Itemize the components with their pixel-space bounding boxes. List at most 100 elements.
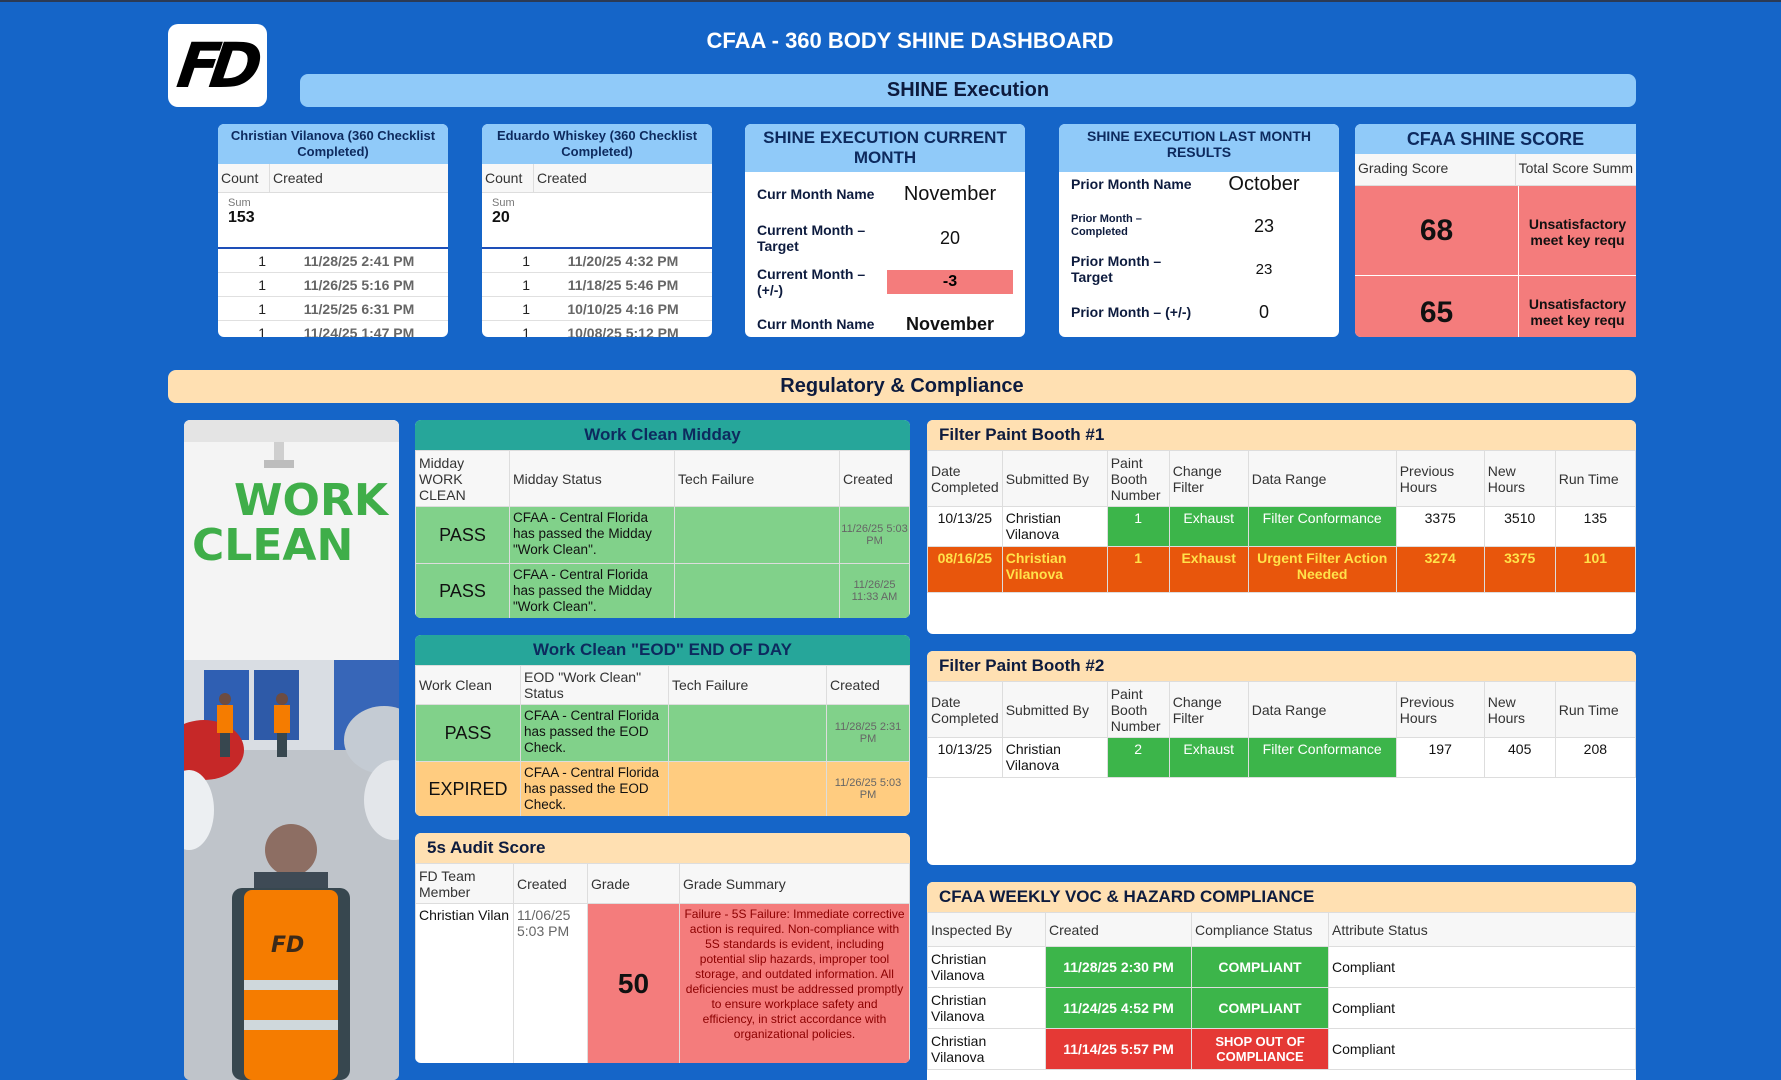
eduardo-checklist-card: Eduardo Whiskey (360 Checklist Completed… — [482, 124, 712, 337]
col-header[interactable]: Previous Hours — [1395, 450, 1485, 507]
kv-key: Prior Month – (+/-) — [1071, 304, 1192, 320]
vest-logo-text: FD — [271, 933, 304, 958]
col-header[interactable]: Date Completed — [927, 681, 1003, 738]
col-header[interactable]: Date Completed — [927, 450, 1003, 507]
eod-table: Work Clean EOD "Work Clean" Status Tech … — [415, 665, 910, 816]
kv-key: Prior Month – Completed — [1071, 213, 1142, 238]
col-header[interactable]: Attribute Status — [1328, 912, 1636, 947]
card-title: CFAA WEEKLY VOC & HAZARD COMPLIANCE — [927, 882, 1636, 912]
kv-row: Current Month – (+/-) -3 — [745, 260, 1025, 304]
table-row[interactable]: 08/16/25 Christian Vilanova 1 Exhaust Ur… — [927, 546, 1636, 593]
status: CFAA - Central Florida has passed the Mi… — [509, 563, 675, 618]
col-header[interactable]: Run Time — [1554, 450, 1636, 507]
kv-key: Current Month – (+/-) — [757, 266, 866, 298]
table-row[interactable]: PASS CFAA - Central Florida has passed t… — [415, 506, 910, 564]
col-header[interactable]: Change Filter — [1168, 681, 1249, 738]
col-header[interactable]: Data Range — [1247, 681, 1397, 738]
table-row[interactable]: 68 Unsatisfactory meet key requ — [1355, 186, 1636, 276]
audit-table: FD Team Member Created Grade Grade Summa… — [415, 863, 910, 1063]
result: PASS — [415, 704, 521, 762]
list-item[interactable]: 1 10/08/25 5:12 PM — [482, 321, 712, 337]
table-header-row: Date Completed Submitted By Paint Booth … — [927, 681, 1636, 738]
col-header[interactable]: New Hours — [1483, 450, 1556, 507]
top-border — [0, 0, 1781, 2]
data-range: Filter Conformance — [1247, 506, 1397, 547]
kv-key: Curr Month Name — [757, 316, 875, 332]
created: 11/26/25 5:03 PM — [839, 506, 910, 564]
table-row[interactable]: Christian Vilanova 11/14/25 5:57 PM SHOP… — [927, 1028, 1636, 1070]
booth-number: 1 — [1106, 506, 1170, 547]
col-header[interactable]: Paint Booth Number — [1106, 681, 1170, 738]
fd-logo: FD — [168, 24, 267, 107]
work-clean-image: WORK CLEAN FD — [184, 420, 399, 1080]
created: 11/20/25 4:32 PM — [567, 253, 679, 269]
col-header[interactable]: Midday Status — [509, 450, 675, 507]
col-count[interactable]: Count — [482, 164, 534, 192]
col-header[interactable]: Change Filter — [1168, 450, 1249, 507]
table-row[interactable]: EXPIRED CFAA - Central Florida has passe… — [415, 761, 910, 816]
list-item[interactable]: 1 11/18/25 5:46 PM — [482, 273, 712, 297]
table-header-row: Midday WORK CLEAN Midday Status Tech Fai… — [415, 450, 910, 507]
run-time: 135 — [1554, 506, 1636, 547]
sum-label: Sum — [228, 197, 251, 209]
col-header[interactable]: Created — [1045, 912, 1192, 947]
table-header-row: Inspected By Created Compliance Status A… — [927, 912, 1636, 947]
col-header[interactable]: New Hours — [1483, 681, 1556, 738]
work-text: WORK — [234, 475, 390, 526]
col-header[interactable]: Submitted By — [1001, 450, 1108, 507]
table-row[interactable]: 10/13/25 Christian Vilanova 1 Exhaust Fi… — [927, 506, 1636, 547]
table-row[interactable]: 10/13/25 Christian Vilanova 2 Exhaust Fi… — [927, 737, 1636, 778]
col-header[interactable]: Inspected By — [927, 912, 1046, 947]
created: 11/26/25 5:16 PM — [303, 277, 415, 293]
inspected-by: Christian Vilanova — [927, 1028, 1046, 1070]
col-header[interactable]: Compliance Status — [1191, 912, 1329, 947]
col-header[interactable]: Tech Failure — [674, 450, 840, 507]
team-member: Christian Vilan — [415, 903, 514, 1063]
change-filter: Exhaust — [1168, 506, 1249, 547]
list-item[interactable]: 1 11/25/25 6:31 PM — [218, 297, 448, 321]
status: CFAA - Central Florida has passed the Mi… — [509, 506, 675, 564]
col-header[interactable]: Run Time — [1554, 681, 1636, 738]
summary-line1: Unsatisfactory — [1528, 296, 1627, 312]
col-total[interactable]: Total Score Summ — [1518, 160, 1633, 176]
table-row[interactable]: Christian Vilanova 11/24/25 4:52 PM COMP… — [927, 987, 1636, 1029]
col-header[interactable]: Grade Summary — [679, 863, 910, 904]
col-header[interactable]: Grade — [587, 863, 680, 904]
list-item[interactable]: 1 10/10/25 4:16 PM — [482, 297, 712, 321]
col-header[interactable]: Created — [826, 665, 910, 705]
col-header[interactable]: Created — [839, 450, 910, 507]
col-header[interactable]: Work Clean — [415, 665, 521, 705]
col-header[interactable]: FD Team Member — [415, 863, 514, 904]
col-header[interactable]: Tech Failure — [668, 665, 827, 705]
table-row[interactable]: 65 Unsatisfactory meet key requ — [1355, 276, 1636, 337]
col-header[interactable]: Created — [513, 863, 588, 904]
list-item[interactable]: 1 11/24/25 1:47 PM — [218, 321, 448, 337]
col-count[interactable]: Count — [218, 164, 270, 192]
col-created[interactable]: Created — [273, 170, 323, 186]
table-row[interactable]: PASS CFAA - Central Florida has passed t… — [415, 704, 910, 762]
table-header-row: Work Clean EOD "Work Clean" Status Tech … — [415, 665, 910, 705]
col-header[interactable]: EOD "Work Clean" Status — [520, 665, 669, 705]
created: 11/28/25 2:31 PM — [826, 704, 910, 762]
col-created[interactable]: Created — [537, 170, 587, 186]
kv-value: 23 — [1255, 260, 1273, 278]
list-item[interactable]: 1 11/28/25 2:41 PM — [218, 249, 448, 273]
summary-line2: meet key requ — [1530, 232, 1625, 248]
list-item[interactable]: 1 11/26/25 5:16 PM — [218, 273, 448, 297]
table-row[interactable]: Christian Vilan 11/06/25 5:03 PM 50 Fail… — [415, 903, 910, 1063]
col-header[interactable]: Previous Hours — [1395, 681, 1485, 738]
last-month-card: SHINE EXECUTION LAST MONTH RESULTS Prior… — [1059, 124, 1339, 337]
regulatory-banner: Regulatory & Compliance — [168, 370, 1636, 403]
col-header[interactable]: Paint Booth Number — [1106, 450, 1170, 507]
col-header[interactable]: Submitted By — [1001, 681, 1108, 738]
created: 11/14/25 5:57 PM — [1045, 1028, 1192, 1070]
page-title: CFAA - 360 BODY SHINE DASHBOARD — [706, 28, 1114, 53]
col-grading[interactable]: Grading Score — [1355, 154, 1516, 185]
table-row[interactable]: Christian Vilanova 11/28/25 2:30 PM COMP… — [927, 946, 1636, 988]
count: 1 — [522, 325, 530, 337]
table-row[interactable]: PASS CFAA - Central Florida has passed t… — [415, 563, 910, 618]
column-header: Count Created — [218, 164, 448, 193]
col-header[interactable]: Data Range — [1247, 450, 1397, 507]
list-item[interactable]: 1 11/20/25 4:32 PM — [482, 249, 712, 273]
col-header[interactable]: Midday WORK CLEAN — [415, 450, 510, 507]
